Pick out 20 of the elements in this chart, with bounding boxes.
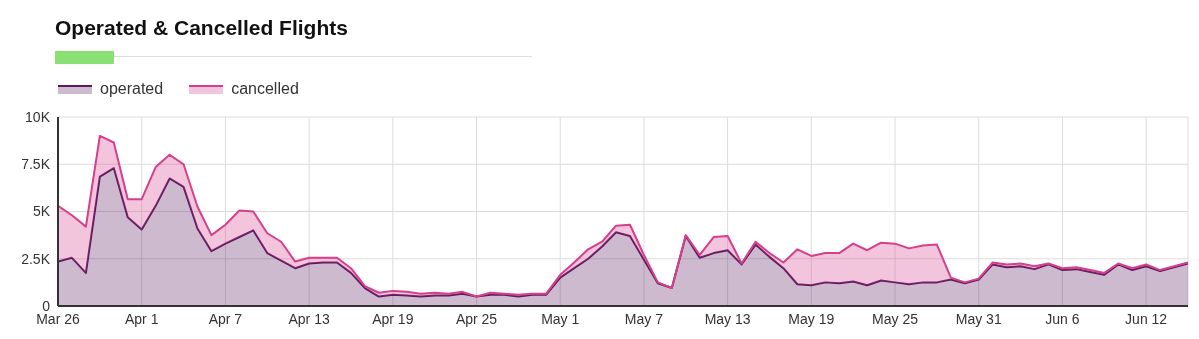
chart-title: Operated & Cancelled Flights	[55, 16, 348, 40]
x-tick-label: Jun 6	[1045, 310, 1080, 327]
x-tick-label: Apr 19	[372, 310, 414, 327]
y-tick-label: 5K	[32, 203, 51, 220]
x-tick-label: Apr 1	[124, 310, 159, 327]
y-tick-label: 7.5K	[21, 156, 51, 173]
x-tick-label: Apr 13	[288, 310, 330, 327]
x-tick-label: May 25	[872, 310, 919, 327]
legend-label: operated	[100, 80, 164, 98]
y-tick-label: 10K	[25, 108, 51, 125]
y-tick-label: 2.5K	[21, 250, 51, 267]
x-tick-label: May 1	[541, 310, 580, 327]
x-tick-label: May 31	[955, 310, 1002, 327]
x-tick-label: Apr 25	[455, 310, 498, 327]
x-tick-label: May 13	[704, 310, 751, 327]
legend-label: cancelled	[231, 80, 299, 98]
x-tick-label: Jun 12	[1125, 310, 1168, 327]
x-tick-label: May 19	[788, 310, 835, 327]
x-tick-label: Apr 7	[208, 310, 243, 327]
x-tick-label: May 7	[624, 310, 664, 327]
